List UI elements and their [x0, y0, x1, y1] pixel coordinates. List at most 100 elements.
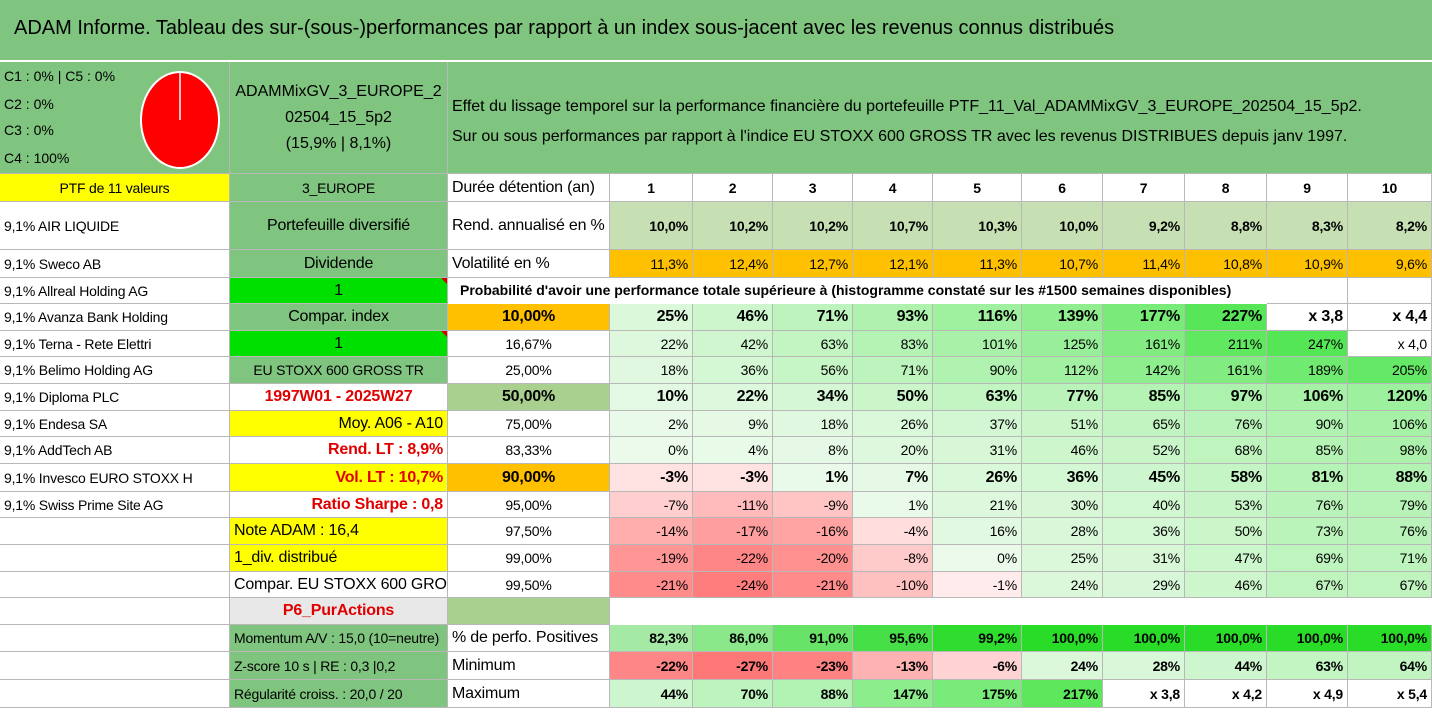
probability-value: 26% — [853, 411, 933, 437]
vol-label: Volatilité en % — [448, 250, 610, 278]
probability-value: 36% — [1022, 464, 1103, 492]
minimum-value: 28% — [1103, 652, 1185, 680]
probability-value: 67% — [1267, 572, 1348, 598]
holdings-header: PTF de 11 valeurs — [0, 174, 230, 202]
rend-lt: Rend. LT : 8,9% — [230, 437, 448, 464]
holding-row: 9,1% AIR LIQUIDE — [0, 202, 230, 250]
empty-cell — [0, 598, 230, 625]
period-cell: 1997W01 - 2025W27 — [230, 384, 448, 411]
rend-value: 10,2% — [693, 202, 773, 250]
probability-value: 125% — [1022, 331, 1103, 357]
regularite: Régularité croiss. : 20,0 / 20 — [230, 680, 448, 708]
maximum-value: x 5,4 — [1348, 680, 1432, 708]
probability-value: 16% — [933, 518, 1022, 545]
probability-level: 50,00% — [448, 384, 610, 411]
maximum-value: 88% — [773, 680, 853, 708]
empty-cell — [0, 545, 230, 572]
positive-value: 100,0% — [1348, 625, 1432, 652]
probability-value: 8% — [773, 437, 853, 464]
compar-value: 1 — [230, 331, 448, 357]
probability-value: -10% — [853, 572, 933, 598]
probability-value: 90% — [933, 357, 1022, 384]
rend-value: 9,2% — [1103, 202, 1185, 250]
vol-value: 12,7% — [773, 250, 853, 278]
probability-value: 77% — [1022, 384, 1103, 411]
maximum-value: 147% — [853, 680, 933, 708]
probability-value: 28% — [1022, 518, 1103, 545]
vol-value: 10,9% — [1267, 250, 1348, 278]
vol-lt: Vol. LT : 10,7% — [230, 464, 448, 492]
probability-value: -11% — [693, 492, 773, 518]
probability-value: 142% — [1103, 357, 1185, 384]
maximum-value: 217% — [1022, 680, 1103, 708]
probability-value: 2% — [610, 411, 693, 437]
vol-value: 10,7% — [1022, 250, 1103, 278]
portfolio-name: ADAMMixGV_3_EUROPE_2 02504_15_5p2 (15,9%… — [230, 62, 448, 174]
probability-value: 46% — [1022, 437, 1103, 464]
index-name: EU STOXX 600 GROSS TR — [230, 357, 448, 384]
momentum: Momentum A/V : 15,0 (10=neutre) — [230, 625, 448, 652]
probability-value: -9% — [773, 492, 853, 518]
probability-value: 29% — [1103, 572, 1185, 598]
allocation-line: C1 : 0% | C5 : 0% — [4, 68, 116, 84]
probability-level: 16,67% — [448, 331, 610, 357]
vol-value: 11,3% — [610, 250, 693, 278]
probability-value: 21% — [933, 492, 1022, 518]
probability-value: -19% — [610, 545, 693, 572]
positive-value: 100,0% — [1103, 625, 1185, 652]
allocation-pie-chart — [140, 71, 220, 169]
minimum-value: -23% — [773, 652, 853, 680]
probability-value: 97% — [1185, 384, 1267, 411]
probability-value: 83% — [853, 331, 933, 357]
probability-value: 93% — [853, 304, 933, 331]
probability-value: 177% — [1103, 304, 1185, 331]
positive-value: 82,3% — [610, 625, 693, 652]
zscore: Z-score 10 s | RE : 0,3 |0,2 — [230, 652, 448, 680]
portfolio-name-line: 02504_15_5p2 — [285, 108, 392, 126]
probability-value: -21% — [610, 572, 693, 598]
year-header: 7 — [1103, 174, 1185, 202]
probability-value: 56% — [773, 357, 853, 384]
probability-value: 25% — [610, 304, 693, 331]
year-header: 2 — [693, 174, 773, 202]
probability-value: 205% — [1348, 357, 1432, 384]
year-header: 4 — [853, 174, 933, 202]
vol-value: 9,6% — [1348, 250, 1432, 278]
probability-value: 34% — [773, 384, 853, 411]
year-header: 3 — [773, 174, 853, 202]
holding-row: 9,1% Diploma PLC — [0, 384, 230, 411]
probability-value: 1% — [773, 464, 853, 492]
probability-value: 0% — [933, 545, 1022, 572]
minimum-value: 24% — [1022, 652, 1103, 680]
probability-value: 37% — [933, 411, 1022, 437]
probability-value: 40% — [1103, 492, 1185, 518]
holding-row: 9,1% Endesa SA — [0, 411, 230, 437]
probability-value: x 3,8 — [1267, 304, 1348, 331]
probability-value: 26% — [933, 464, 1022, 492]
probability-value: -1% — [933, 572, 1022, 598]
probability-value: 69% — [1267, 545, 1348, 572]
positive-value: 100,0% — [1022, 625, 1103, 652]
probability-value: 18% — [610, 357, 693, 384]
probability-value: 25% — [1022, 545, 1103, 572]
probability-value: -8% — [853, 545, 933, 572]
probability-value: 88% — [1348, 464, 1432, 492]
probability-value: 76% — [1267, 492, 1348, 518]
probability-value: 9% — [693, 411, 773, 437]
minimum-value: -6% — [933, 652, 1022, 680]
portfolio-name-line: ADAMMixGV_3_EUROPE_2 — [235, 82, 442, 100]
moy-cell: Moy. A06 - A10 — [230, 411, 448, 437]
portfolio-type: Portefeuille diversifié — [230, 202, 448, 250]
dividend-value: 1 — [230, 278, 448, 304]
probability-level: 83,33% — [448, 437, 610, 464]
probability-value: 98% — [1348, 437, 1432, 464]
probability-value: 51% — [1022, 411, 1103, 437]
rend-value: 8,3% — [1267, 202, 1348, 250]
holding-row: 9,1% Avanza Bank Holding — [0, 304, 230, 331]
probability-level: 75,00% — [448, 411, 610, 437]
maximum-value: x 4,9 — [1267, 680, 1348, 708]
probability-level: 99,00% — [448, 545, 610, 572]
rend-value: 10,3% — [933, 202, 1022, 250]
description-line-2: Sur ou sous performances par rapport à l… — [452, 128, 1348, 145]
